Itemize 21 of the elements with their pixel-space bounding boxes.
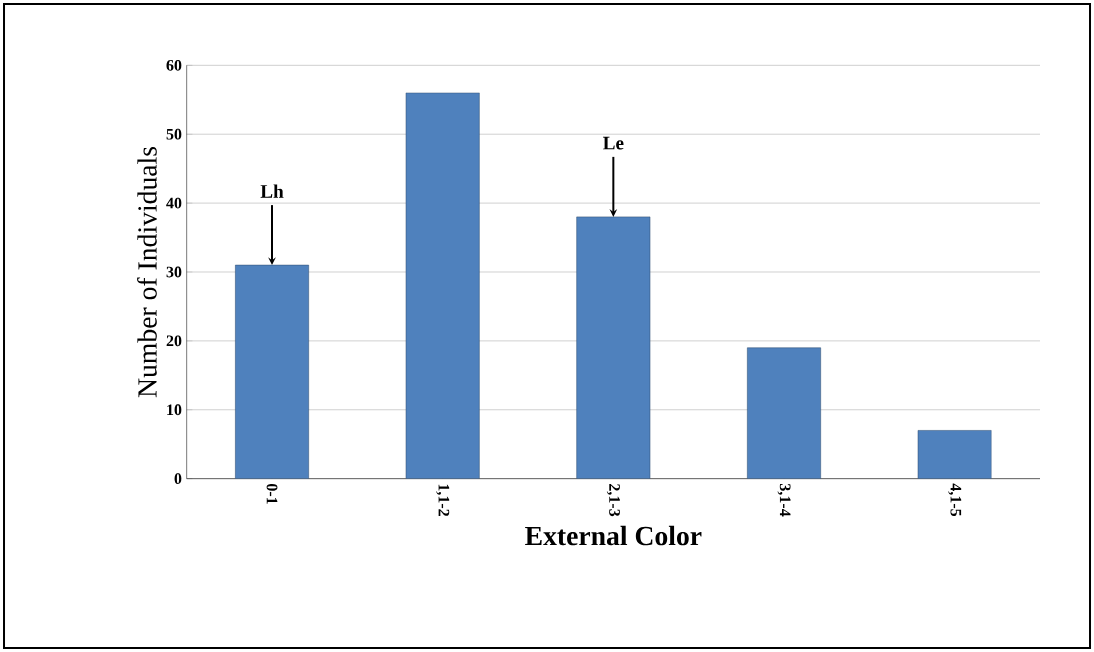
bar (235, 264, 309, 479)
bar (747, 347, 821, 479)
y-tick-label: 40 (166, 197, 182, 209)
y-tick-label: 0 (174, 473, 182, 485)
x-tick-label: 0-1 (266, 483, 278, 504)
annotation: Lh (260, 184, 284, 198)
bar (917, 430, 992, 479)
x-tick-label: 3,1-4 (777, 483, 791, 517)
y-tick-label: 60 (166, 59, 182, 71)
y-tick-label: 50 (166, 128, 182, 140)
bar (405, 92, 480, 479)
x-tick-label: 1,1-2 (436, 484, 450, 517)
x-tick-label: 2,1-3 (606, 484, 620, 517)
annotation: Le (603, 136, 624, 150)
x-tick-label: 4,1-5 (948, 483, 962, 517)
bar (576, 216, 651, 479)
x-axis-title: External Color (525, 525, 702, 546)
y-tick-label: 20 (166, 335, 182, 347)
y-tick-label: 30 (166, 266, 182, 278)
y-tick-label: 10 (167, 404, 182, 416)
y-axis-title: Number of Individuals (137, 147, 157, 398)
